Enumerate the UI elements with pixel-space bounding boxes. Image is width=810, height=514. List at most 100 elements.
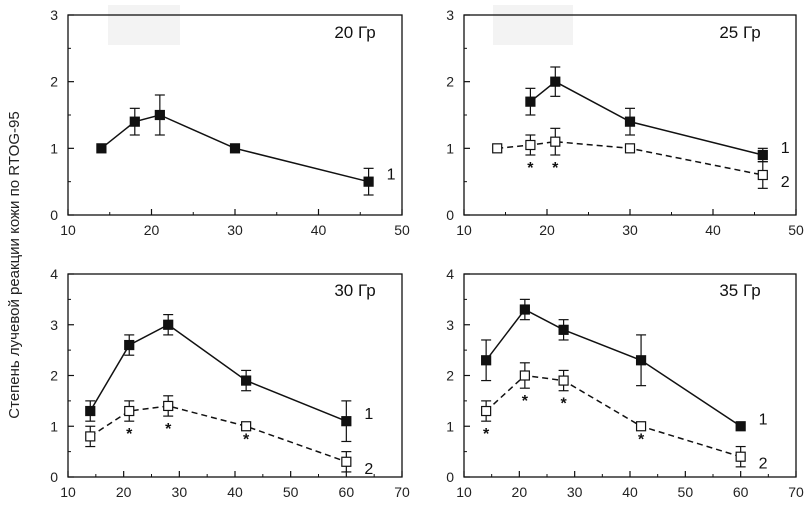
y-tick-label: 1 [50,418,58,434]
series-label-1: 1 [364,406,373,423]
data-point-series-1 [163,319,174,330]
x-tick-label: 50 [678,484,694,500]
x-tick-label: 10 [456,222,472,238]
series-label-2: 2 [364,461,373,478]
data-point-series-1 [558,324,569,335]
data-point-series-2 [163,400,174,412]
x-tick-label: 70 [788,484,804,500]
data-point-series-2 [558,375,569,386]
y-tick-label: 1 [50,140,58,156]
data-point-series-1 [550,76,561,87]
y-axis-label: Степень лучевой реакции кожи по RTOG-95 [6,111,23,418]
data-point-series-1 [229,143,241,154]
panel-title: 25 Гр [719,23,760,42]
chart-panel-3: 10 20 30 40 50 60 70 0 1 2 3 4 30 Гр 1 2 * * * [50,266,410,500]
data-point-series-1 [757,149,768,161]
data-point-series-2 [757,169,768,181]
y-tick-label: 0 [446,469,454,485]
x-tick-label: 40 [311,222,327,238]
data-point-series-1 [635,355,647,366]
significance-star: * [552,160,559,177]
significance-star: * [243,431,250,448]
x-tick-label: 40 [227,484,243,500]
x-tick-label: 30 [622,222,638,238]
y-tick-label: 1 [446,418,454,434]
data-point-series-1 [129,116,140,127]
panel-title: 20 Гр [334,23,375,42]
y-tick-label: 2 [446,74,454,90]
x-tick-label: 50 [394,222,410,238]
series-label-2: 2 [781,174,790,191]
series-label-2: 2 [759,456,768,473]
data-point-series-2 [519,370,530,381]
y-tick-label: 4 [446,266,454,282]
series-line-1 [529,80,763,156]
data-point-series-1 [519,304,530,315]
x-tick-label: 20 [116,484,132,500]
data-point-series-2 [241,421,252,432]
x-tick-label: 40 [622,484,638,500]
significance-star: * [483,426,490,443]
data-point-series-2 [624,143,636,154]
data-point-series-1 [481,355,492,366]
x-tick-label: 30 [567,484,583,500]
x-tick-label: 20 [144,222,160,238]
significance-star: * [522,393,529,410]
data-point-series-2 [550,136,561,147]
chart-panel-2: 10 20 30 40 50 0 1 2 3 25 Гр 1 2 * * [446,7,804,238]
y-tick-label: 0 [50,469,58,485]
data-point-series-1 [241,375,252,386]
data-point-series-1 [96,143,107,154]
data-point-series-1 [85,405,96,417]
y-tick-label: 3 [50,7,58,23]
x-tick-label: 30 [172,484,188,500]
y-tick-label: 2 [50,368,58,384]
data-point-series-1 [124,339,135,351]
data-point-series-1 [363,176,374,187]
data-point-series-1 [525,96,536,107]
series-line-2 [497,140,763,176]
y-tick-label: 2 [446,368,454,384]
x-tick-label: 30 [227,222,243,238]
data-point-series-2 [525,139,536,151]
data-point-series-2 [481,405,492,417]
x-tick-label: 60 [339,484,355,500]
data-point-series-2 [341,456,352,467]
data-point-series-1 [154,109,165,121]
data-point-series-1 [735,421,746,432]
y-tick-label: 0 [50,207,58,223]
data-point-series-1 [624,116,636,127]
y-tick-label: 3 [446,317,454,333]
y-tick-label: 4 [50,266,58,282]
y-tick-label: 3 [50,317,58,333]
significance-star: * [165,421,172,438]
x-tick-label: 70 [394,484,410,500]
panel-title: 30 Гр [334,281,375,300]
chart-panel-4: 10 20 30 40 50 60 70 0 1 2 3 4 35 Гр 1 2 * * * * [446,266,804,500]
data-point-series-2 [635,421,647,432]
series-label-1: 1 [387,167,396,184]
x-tick-label: 10 [60,222,76,238]
significance-star: * [126,426,133,443]
x-tick-label: 60 [733,484,749,500]
data-point-series-1 [341,416,352,427]
y-tick-label: 2 [50,74,58,90]
significance-star: * [527,160,534,177]
significance-star: * [638,431,645,448]
y-tick-label: 3 [446,7,454,23]
background-patch [108,5,180,45]
x-tick-label: 40 [705,222,721,238]
panel-title: 35 Гр [719,281,760,300]
x-tick-label: 20 [539,222,555,238]
series-label-1: 1 [781,140,790,157]
x-tick-label: 10 [60,484,76,500]
x-tick-label: 10 [456,484,472,500]
background-patch [493,5,573,45]
data-point-series-2 [85,431,96,442]
chart-panel-1: 10 20 30 40 50 0 1 2 3 20 Гр 1 [50,7,410,238]
plot-frame [463,273,797,478]
series-label-1: 1 [759,411,768,428]
y-tick-label: 0 [446,207,454,223]
data-point-series-2 [735,451,746,462]
